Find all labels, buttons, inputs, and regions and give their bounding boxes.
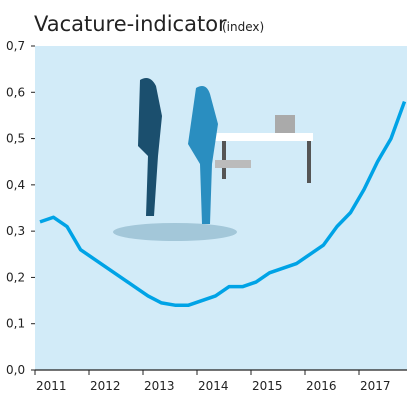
x-tick-label: 2017 <box>360 379 391 393</box>
y-tick-label: 0,6 <box>6 85 25 99</box>
x-tick-label: 2014 <box>198 379 229 393</box>
y-tick-label: 0,3 <box>6 224 25 238</box>
data-line <box>39 100 407 307</box>
x-tick-label: 2013 <box>144 379 175 393</box>
y-tick-label: 0,2 <box>6 270 25 284</box>
y-tick-label: 0,7 <box>6 39 25 53</box>
chart-title: Vacature-indicator <box>34 12 227 36</box>
y-tick-label: 0,5 <box>6 132 25 146</box>
x-tick-label: 2012 <box>90 379 121 393</box>
x-tick-label: 2011 <box>36 379 67 393</box>
y-tick-label: 0,1 <box>6 317 25 331</box>
y-tick-label: 0,0 <box>6 363 25 377</box>
chart-subtitle: (index) <box>222 20 264 34</box>
y-tick-label: 0,4 <box>6 178 25 192</box>
plot-background <box>35 46 407 370</box>
x-tick-label: 2015 <box>252 379 283 393</box>
x-tick-label: 2016 <box>306 379 337 393</box>
illustration <box>113 78 313 241</box>
